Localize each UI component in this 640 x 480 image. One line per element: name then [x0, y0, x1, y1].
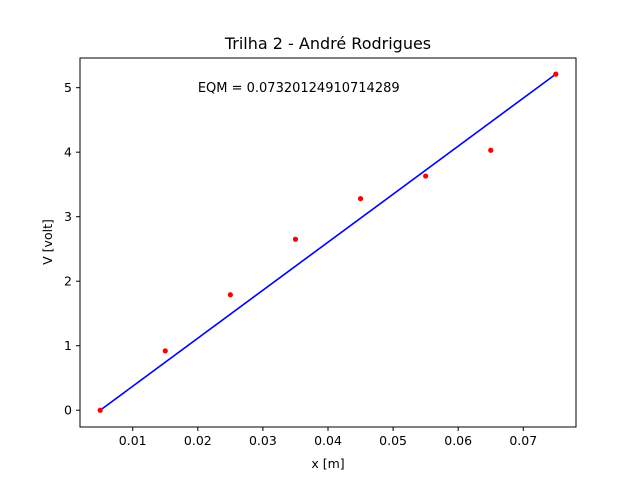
fit-line	[99, 73, 557, 411]
data-point	[162, 348, 168, 354]
chart-title: Trilha 2 - André Rodrigues	[224, 34, 431, 53]
data-point	[553, 71, 559, 77]
y-tick-label: 4	[64, 145, 72, 160]
fit-line-layer	[99, 73, 557, 411]
y-axis-label: V [volt]	[40, 219, 55, 265]
y-tick-label: 0	[64, 403, 72, 418]
y-tick-label: 1	[64, 338, 72, 353]
eqm-annotation: EQM = 0.07320124910714289	[198, 81, 400, 96]
x-tick-label: 0.06	[444, 433, 472, 448]
data-point	[423, 173, 429, 179]
x-tick-label: 0.03	[249, 433, 277, 448]
x-tick-label: 0.01	[119, 433, 147, 448]
y-axis-ticks: 0 1 2 3 4 5	[64, 80, 80, 418]
y-tick-label: 5	[64, 80, 72, 95]
data-point	[488, 147, 494, 153]
x-tick-label: 0.05	[379, 433, 407, 448]
y-tick-label: 2	[64, 274, 72, 289]
x-tick-label: 0.04	[314, 433, 342, 448]
y-tick-label: 3	[64, 209, 72, 224]
data-point	[227, 292, 233, 298]
x-tick-label: 0.02	[184, 433, 212, 448]
x-axis-label: x [m]	[311, 456, 344, 471]
data-point	[357, 196, 364, 202]
data-point	[292, 236, 299, 242]
x-tick-label: 0.07	[509, 433, 537, 448]
data-points-layer	[97, 71, 559, 413]
data-point	[97, 407, 103, 413]
x-axis-ticks: 0.01 0.02 0.03 0.04 0.05 0.06 0.07	[119, 427, 537, 448]
